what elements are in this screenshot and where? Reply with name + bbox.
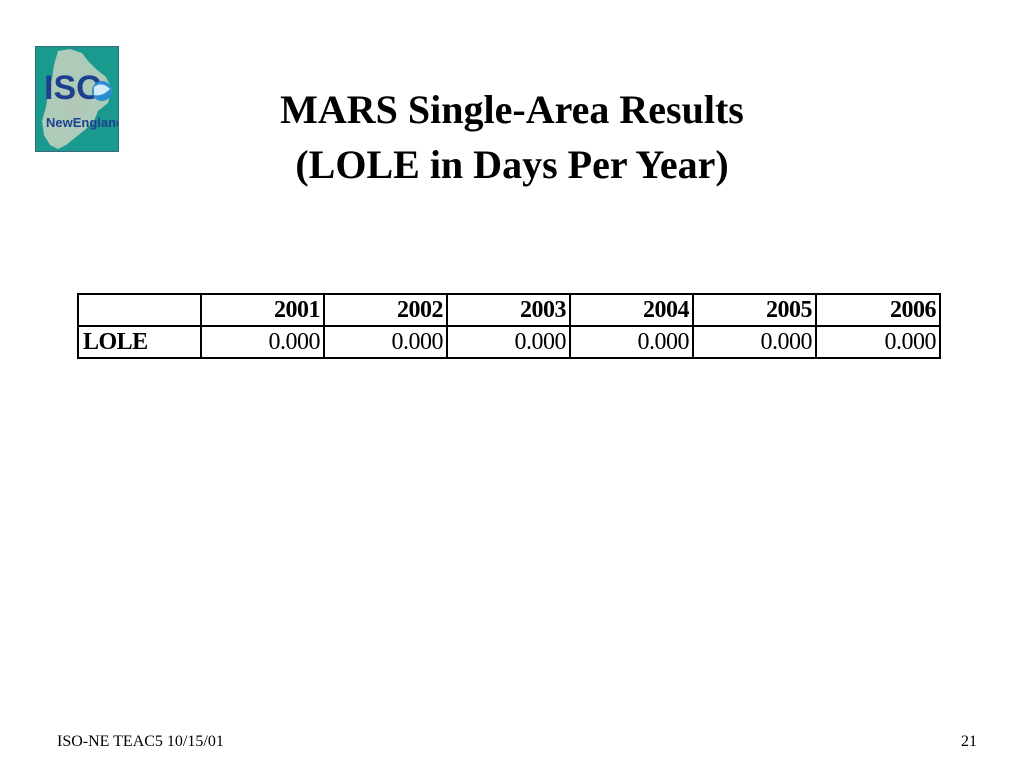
table-cell-value: 0.000 <box>815 325 941 359</box>
table-header-year: 2003 <box>446 293 571 327</box>
table-cell-value: 0.000 <box>200 325 325 359</box>
table-cell-value: 0.000 <box>692 325 817 359</box>
table-corner-cell <box>77 293 202 327</box>
page-number: 21 <box>961 733 977 750</box>
table-header-year: 2006 <box>815 293 941 327</box>
table-cell-value: 0.000 <box>446 325 571 359</box>
iso-new-england-logo: ISO NewEngland <box>35 46 119 152</box>
table-header-year: 2004 <box>569 293 694 327</box>
lole-results-table: 2001 2002 2003 2004 2005 2006 LOLE 0.000… <box>77 293 941 359</box>
table-header-year: 2001 <box>200 293 325 327</box>
footer-label: ISO-NE TEAC5 10/15/01 <box>57 733 224 750</box>
slide-title: MARS Single-Area Results (LOLE in Days P… <box>0 82 1024 192</box>
title-line-2: (LOLE in Days Per Year) <box>295 142 729 187</box>
table-header-row: 2001 2002 2003 2004 2005 2006 <box>77 293 941 327</box>
table-row-label: LOLE <box>77 325 202 359</box>
table-cell-value: 0.000 <box>569 325 694 359</box>
table-header-year: 2005 <box>692 293 817 327</box>
title-line-1: MARS Single-Area Results <box>280 87 744 132</box>
table-row: LOLE 0.000 0.000 0.000 0.000 0.000 0.000 <box>77 325 941 359</box>
table-cell-value: 0.000 <box>323 325 448 359</box>
logo-newengland-text: NewEngland <box>46 115 118 130</box>
table-header-year: 2002 <box>323 293 448 327</box>
